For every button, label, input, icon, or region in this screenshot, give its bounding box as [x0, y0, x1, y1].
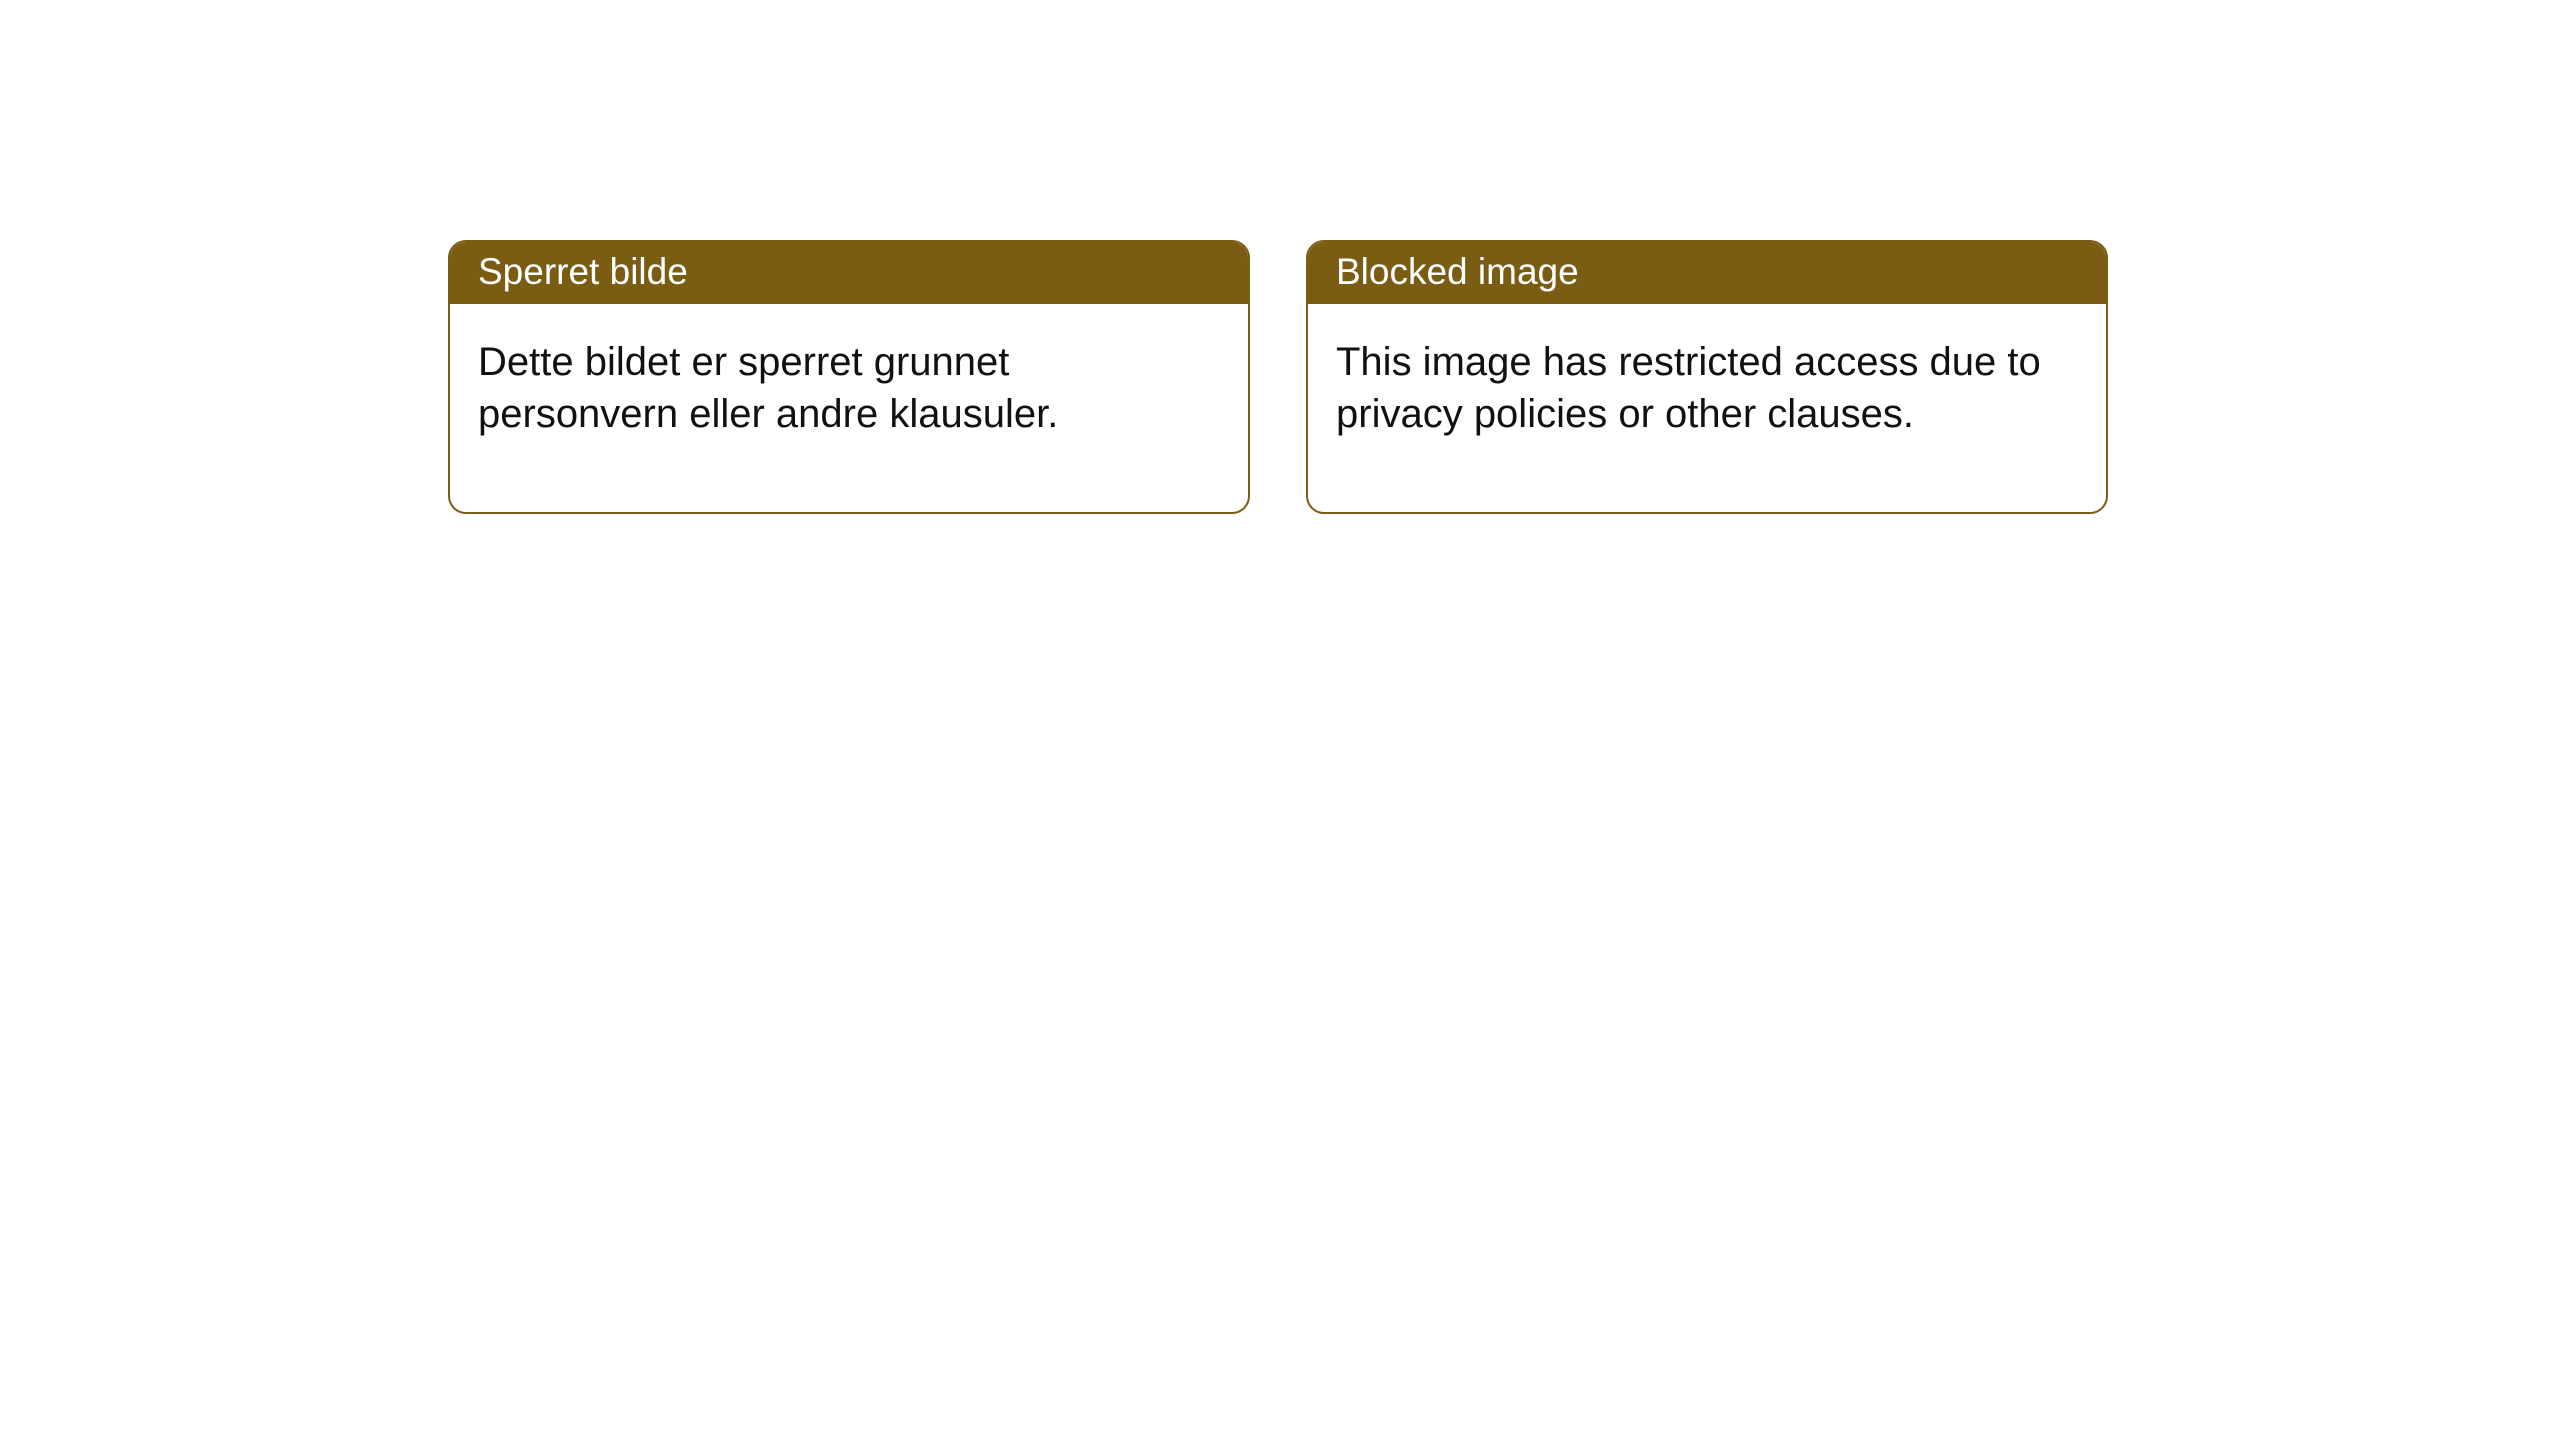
notice-card-norwegian: Sperret bilde Dette bildet er sperret gr…: [448, 240, 1250, 514]
notice-header-norwegian: Sperret bilde: [450, 242, 1248, 304]
notice-container: Sperret bilde Dette bildet er sperret gr…: [0, 0, 2560, 514]
notice-header-english: Blocked image: [1308, 242, 2106, 304]
notice-body-norwegian: Dette bildet er sperret grunnet personve…: [450, 304, 1248, 512]
notice-body-english: This image has restricted access due to …: [1308, 304, 2106, 512]
notice-card-english: Blocked image This image has restricted …: [1306, 240, 2108, 514]
